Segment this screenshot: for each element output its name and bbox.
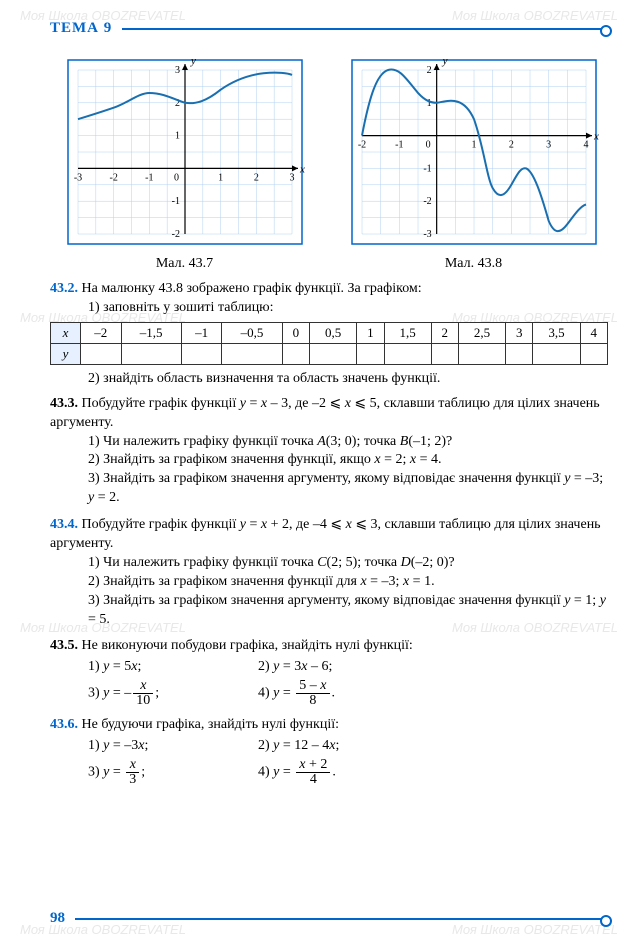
ex-433-text: Побудуйте графік функції y = x – 3, де –… bbox=[50, 396, 600, 430]
table-cell: –1 bbox=[181, 322, 222, 343]
ex-436-num: 43.6. bbox=[50, 717, 78, 732]
svg-text:y: y bbox=[190, 55, 196, 67]
ex-433-num: 43.3. bbox=[50, 396, 78, 411]
ex-435-e4: 4) y = 5 – x8. bbox=[258, 679, 388, 708]
table-cell bbox=[357, 343, 384, 364]
svg-text:1: 1 bbox=[218, 172, 223, 183]
header-rule bbox=[122, 28, 608, 30]
chart-438: -2-11234-3-2-1120xy Мал. 43.8 bbox=[339, 52, 608, 272]
svg-text:y: y bbox=[441, 55, 447, 67]
svg-text:-2: -2 bbox=[357, 140, 365, 151]
table-header-x: x bbox=[51, 322, 81, 343]
table-cell: –1,5 bbox=[121, 322, 181, 343]
svg-text:x: x bbox=[593, 131, 599, 143]
ex-432-text: На малюнку 43.8 зображено графік функції… bbox=[82, 281, 422, 296]
table-cell bbox=[121, 343, 181, 364]
table-cell: 4 bbox=[580, 322, 607, 343]
svg-text:0: 0 bbox=[425, 140, 430, 151]
page-header: ТЕМА 9 bbox=[50, 20, 608, 37]
svg-text:1: 1 bbox=[471, 140, 476, 151]
ex-434-p3: 3) Знайдіть за графіком значення аргумен… bbox=[50, 592, 608, 630]
svg-text:2: 2 bbox=[508, 140, 513, 151]
svg-text:-2: -2 bbox=[171, 229, 179, 240]
table-cell: 3,5 bbox=[533, 322, 580, 343]
svg-text:-1: -1 bbox=[423, 163, 431, 174]
table-cell bbox=[222, 343, 282, 364]
ex-433-p1: 1) Чи належить графіку функції точка A(3… bbox=[50, 433, 608, 452]
ex-435-e1: 1) y = 5x; bbox=[88, 658, 218, 677]
table-cell: 0,5 bbox=[310, 322, 357, 343]
table-cell bbox=[580, 343, 607, 364]
ex-432-p1: 1) заповніть у зошиті таблицю: bbox=[50, 299, 608, 318]
table-cell bbox=[310, 343, 357, 364]
table-cell bbox=[458, 343, 505, 364]
ex-432-p2: 2) знайдіть область визначення та област… bbox=[50, 371, 608, 387]
svg-text:0: 0 bbox=[174, 172, 179, 183]
table-cell bbox=[282, 343, 309, 364]
tema-label: ТЕМА 9 bbox=[50, 20, 112, 37]
ex-436-e3: 3) y = x3; bbox=[88, 758, 218, 787]
ex-434-text: Побудуйте графік функції y = x + 2, де –… bbox=[50, 517, 601, 551]
ex-433-p3: 3) Знайдіть за графіком значення аргумен… bbox=[50, 470, 608, 508]
chart-437: -3-2-1123-2-11230xy Мал. 43.7 bbox=[50, 52, 319, 272]
footer-rule bbox=[75, 918, 608, 920]
svg-text:x: x bbox=[299, 163, 305, 175]
values-table: x–2–1,5–1–0,500,511,522,533,54 y bbox=[50, 322, 608, 365]
svg-text:-3: -3 bbox=[73, 172, 81, 183]
ex-436-e1: 1) y = –3x; bbox=[88, 737, 218, 756]
table-header-y: y bbox=[51, 343, 81, 364]
ex-435-e3: 3) y = –x10; bbox=[88, 679, 218, 708]
svg-text:3: 3 bbox=[289, 172, 294, 183]
table-cell bbox=[181, 343, 222, 364]
ex-435-text: Не виконуючи побудови графіка, знайдіть … bbox=[82, 638, 413, 653]
ex-435-e2: 2) y = 3x – 6; bbox=[258, 658, 388, 677]
svg-text:1: 1 bbox=[175, 131, 180, 142]
table-cell bbox=[81, 343, 122, 364]
table-cell: 0 bbox=[282, 322, 309, 343]
page-footer: 98 bbox=[50, 910, 608, 927]
table-cell bbox=[384, 343, 431, 364]
ex-434-num: 43.4. bbox=[50, 517, 78, 532]
table-cell bbox=[506, 343, 533, 364]
ex-432-num: 43.2. bbox=[50, 281, 78, 296]
svg-text:-2: -2 bbox=[109, 172, 117, 183]
svg-text:2: 2 bbox=[426, 65, 431, 76]
table-cell: 1 bbox=[357, 322, 384, 343]
svg-text:-1: -1 bbox=[145, 172, 153, 183]
svg-text:3: 3 bbox=[175, 65, 180, 76]
ex-436-e4: 4) y = x + 24. bbox=[258, 758, 388, 787]
table-cell: –0,5 bbox=[222, 322, 282, 343]
table-cell: –2 bbox=[81, 322, 122, 343]
svg-text:3: 3 bbox=[546, 140, 551, 151]
table-cell: 1,5 bbox=[384, 322, 431, 343]
table-cell: 2,5 bbox=[458, 322, 505, 343]
chart-437-caption: Мал. 43.7 bbox=[50, 256, 319, 272]
table-cell bbox=[533, 343, 580, 364]
table-cell: 2 bbox=[431, 322, 458, 343]
ex-433-p2: 2) Знайдіть за графіком значення функції… bbox=[50, 451, 608, 470]
svg-text:-1: -1 bbox=[395, 140, 403, 151]
ex-435-num: 43.5. bbox=[50, 638, 78, 653]
page-number: 98 bbox=[50, 910, 65, 927]
svg-text:-1: -1 bbox=[171, 196, 179, 207]
table-cell: 3 bbox=[506, 322, 533, 343]
svg-text:-2: -2 bbox=[423, 196, 431, 207]
ex-436-e2: 2) y = 12 – 4x; bbox=[258, 737, 388, 756]
table-cell bbox=[431, 343, 458, 364]
ex-434-p1: 1) Чи належить графіку функції точка C(2… bbox=[50, 554, 608, 573]
chart-438-caption: Мал. 43.8 bbox=[339, 256, 608, 272]
ex-434-p2: 2) Знайдіть за графіком значення функції… bbox=[50, 573, 608, 592]
svg-text:-3: -3 bbox=[423, 229, 431, 240]
svg-text:4: 4 bbox=[583, 140, 588, 151]
ex-436-text: Не будуючи графіка, знайдіть нулі функці… bbox=[82, 717, 340, 732]
svg-text:2: 2 bbox=[253, 172, 258, 183]
